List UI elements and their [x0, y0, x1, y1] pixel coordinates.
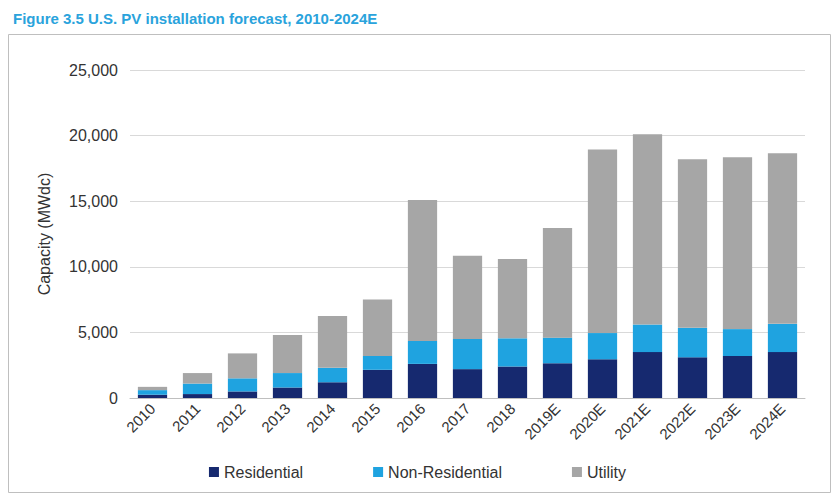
svg-text:2013: 2013: [258, 400, 294, 436]
svg-text:2023E: 2023E: [701, 400, 744, 443]
svg-text:2011: 2011: [169, 400, 204, 435]
svg-text:2021E: 2021E: [611, 400, 654, 443]
svg-text:15,000: 15,000: [69, 193, 118, 210]
svg-text:Figure 3.5 U.S. PV installatio: Figure 3.5 U.S. PV installation forecast…: [13, 10, 377, 27]
svg-text:Utility: Utility: [587, 464, 626, 481]
svg-text:2014: 2014: [303, 400, 339, 436]
svg-text:2018: 2018: [483, 400, 519, 436]
svg-text:25,000: 25,000: [69, 62, 118, 79]
svg-text:2016: 2016: [393, 400, 429, 436]
svg-text:2024E: 2024E: [746, 400, 789, 443]
svg-text:0: 0: [109, 390, 118, 407]
svg-text:2020E: 2020E: [566, 400, 609, 443]
svg-text:2022E: 2022E: [656, 400, 699, 443]
svg-text:2012: 2012: [213, 400, 249, 436]
svg-text:Residential: Residential: [224, 464, 303, 481]
svg-text:Non-Residential: Non-Residential: [388, 464, 502, 481]
svg-text:20,000: 20,000: [69, 127, 118, 144]
svg-text:10,000: 10,000: [69, 258, 118, 275]
svg-text:Capacity (MWdc): Capacity (MWdc): [36, 173, 53, 296]
svg-text:2017: 2017: [438, 400, 474, 436]
svg-text:2015: 2015: [348, 400, 384, 436]
svg-text:5,000: 5,000: [78, 324, 118, 341]
svg-text:2010: 2010: [123, 400, 159, 436]
svg-text:2019E: 2019E: [521, 400, 564, 443]
